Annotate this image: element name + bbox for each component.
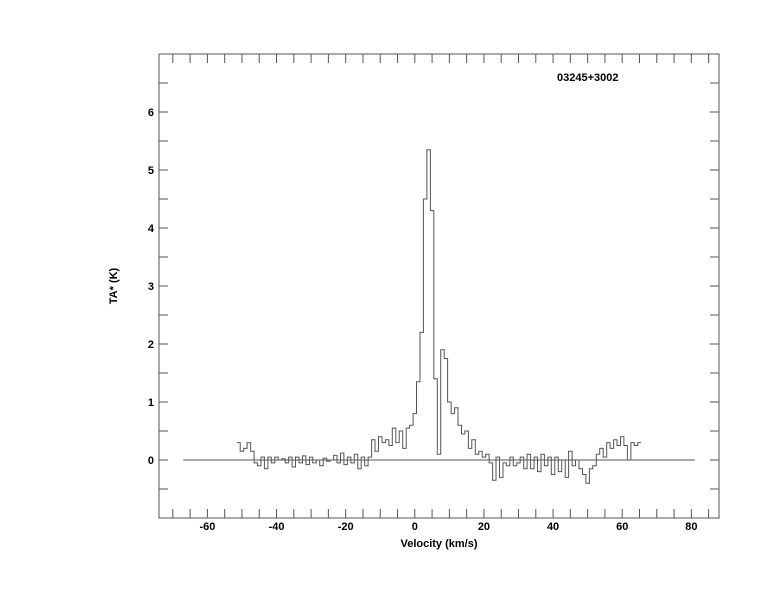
x-tick-label: -20 (338, 521, 354, 533)
x-tick-label: -60 (199, 521, 215, 533)
y-tick-label: 4 (148, 223, 155, 235)
x-tick-label: 80 (685, 521, 697, 533)
plot-frame (158, 53, 720, 519)
chart-title: 03245+3002 (557, 72, 618, 84)
x-tick-label: 40 (547, 521, 559, 533)
y-tick-label: 5 (148, 165, 154, 177)
y-tick-label: 3 (148, 281, 154, 293)
x-tick-label: 0 (412, 521, 418, 533)
y-tick-label: 6 (148, 107, 154, 119)
tick-labels: -60 -40 -20 0 20 40 60 80 0 1 2 3 4 5 6 (148, 107, 698, 533)
y-tick-label: 1 (148, 397, 154, 409)
spectrum-line (236, 149, 642, 484)
axis-ticks (159, 54, 719, 518)
x-axis-label: Velocity (km/s) (400, 538, 477, 550)
y-axis-label: TA* (K) (108, 267, 120, 304)
x-tick-label: 20 (478, 521, 490, 533)
y-tick-label: 0 (148, 455, 154, 467)
x-tick-label: 60 (616, 521, 628, 533)
x-tick-label: -40 (269, 521, 285, 533)
y-tick-label: 2 (148, 339, 154, 351)
